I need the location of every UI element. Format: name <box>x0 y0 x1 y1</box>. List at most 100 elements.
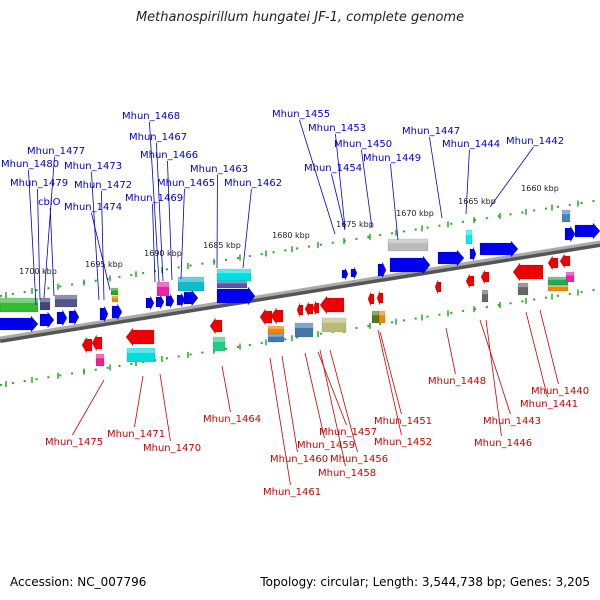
forward-gene-arrow <box>564 225 576 243</box>
forward-gene-arrow <box>111 303 123 321</box>
reverse-gene-label: Mhun_1464 <box>203 414 261 425</box>
forward-gene-box <box>465 229 473 245</box>
reverse-gene-arrow <box>376 290 384 306</box>
forward-gene-label: Mhun_1449 <box>363 153 421 164</box>
feature-highlight <box>322 318 346 323</box>
feature-highlight <box>268 334 284 337</box>
reverse-gene-arrow <box>270 307 284 325</box>
feature-highlight <box>372 311 379 316</box>
feature-highlight <box>379 311 385 316</box>
forward-gene-label: Mhun_1479 <box>10 178 68 189</box>
forward-label-leader <box>37 188 41 301</box>
reverse-label-leader <box>159 373 171 442</box>
backbone-layer <box>0 240 600 343</box>
reverse-gene-label: Mhun_1441 <box>520 399 578 410</box>
forward-label-leader <box>149 121 160 283</box>
forward-gene-label: Mhun_1465 <box>157 178 215 189</box>
forward-gene-arrow <box>0 315 39 333</box>
forward-label-leader <box>489 146 534 208</box>
forward-label-leader <box>299 119 336 235</box>
forward-gene-arrow <box>479 240 519 258</box>
backbone-line <box>0 240 600 340</box>
reverse-label-leader <box>379 331 402 415</box>
reverse-label-leader <box>221 365 231 413</box>
forward-label-leader <box>390 163 399 241</box>
reverse-gene-label: Mhun_1457 <box>319 427 377 438</box>
reverse-label-leader <box>377 329 402 436</box>
kbp-tick-label: 1700 kbp <box>19 267 57 276</box>
reverse-gene-arrow <box>259 308 273 326</box>
map-title: Methanospirillum hungatei JF-1, complete… <box>135 10 465 25</box>
reverse-gene-arrow <box>367 291 375 307</box>
reverse-label-leader <box>269 357 291 486</box>
reverse-label-leader <box>479 319 511 415</box>
forward-gene-label: Mhun_1473 <box>64 161 122 172</box>
feature-highlight <box>213 337 225 342</box>
reverse-label-leader <box>281 355 298 453</box>
feature-highlight <box>178 277 204 282</box>
forward-gene-label: Mhun_1454 <box>304 163 362 174</box>
forward-gene-box <box>177 276 205 292</box>
reverse-gene-label: Mhun_1448 <box>428 376 486 387</box>
reverse-gene-label: Mhun_1458 <box>318 468 376 479</box>
reverse-gene-arrow <box>480 269 490 285</box>
reverse-label-leader <box>485 319 502 437</box>
reverse-gene-box <box>212 336 226 352</box>
reverse-gene-label: Mhun_1460 <box>270 454 328 465</box>
feature-highlight <box>40 298 50 303</box>
forward-label-leader <box>465 149 470 215</box>
reverse-label-leader <box>329 349 358 453</box>
forward-gene-label: Mhun_1462 <box>224 178 282 189</box>
kbp-tick-label: 1670 kbp <box>396 209 434 218</box>
reverse-gene-arrow <box>559 253 571 269</box>
reverse-gene-arrow <box>91 334 103 352</box>
forward-label-leader <box>43 156 55 299</box>
reverse-gene-box <box>294 322 314 338</box>
forward-gene-label: Mhun_1477 <box>27 146 85 157</box>
forward-label-leader <box>49 207 55 297</box>
forward-gene-box <box>216 280 248 289</box>
reverse-gene-label: Mhun_1452 <box>374 437 432 448</box>
reverse-gene-label: Mhun_1440 <box>531 386 589 397</box>
forward-gene-label: Mhun_1444 <box>442 139 500 150</box>
accession-text: Accession: NC_007796 <box>10 575 147 589</box>
reverse-gene-label: Mhun_1461 <box>263 487 321 498</box>
forward-gene-box <box>561 209 571 223</box>
reverse-gene-arrow <box>465 273 475 289</box>
reverse-gene-arrow <box>434 279 442 295</box>
reverse-label-leader <box>319 349 346 467</box>
reverse-gene-box <box>547 284 569 292</box>
forward-gene-arrow <box>574 222 600 240</box>
forward-gene-arrow <box>176 292 186 308</box>
kbp-tick-label: 1660 kbp <box>521 184 559 193</box>
reverse-gene-box <box>378 310 386 324</box>
feature-highlight <box>157 282 169 287</box>
reverse-gene-box <box>95 353 105 367</box>
forward-gene-label: Mhun_1466 <box>140 150 198 161</box>
reverse-gene-arrow <box>304 301 314 317</box>
forward-gene-label: Mhun_1450 <box>334 139 392 150</box>
forward-label-leader <box>152 203 156 283</box>
forward-gene-label: Mhun_1469 <box>125 193 183 204</box>
feature-highlight <box>548 277 568 280</box>
reverse-gene-box <box>126 347 156 363</box>
forward-gene-box <box>111 295 119 303</box>
kbp-tick-label: 1680 kbp <box>272 231 310 240</box>
forward-label-leader <box>361 149 373 229</box>
feature-highlight <box>566 272 574 276</box>
feature-layer <box>0 209 600 367</box>
reverse-gene-label: Mhun_1459 <box>297 440 355 451</box>
forward-gene-label: Mhun_1447 <box>402 126 460 137</box>
reverse-gene-arrow <box>547 255 559 271</box>
reverse-gene-arrow <box>81 336 93 354</box>
forward-gene-arrow <box>165 293 175 309</box>
reverse-gene-arrow <box>512 262 544 282</box>
reverse-label-leader <box>72 379 105 436</box>
label-layer: Mhun_1480 Mhun_1477 Mhun_1479 cbiO Mhun_1473… <box>1 109 589 498</box>
reverse-gene-box <box>267 333 285 343</box>
reverse-label-leader <box>304 352 325 439</box>
reverse-gene-arrow <box>209 317 223 335</box>
feature-highlight <box>295 323 313 328</box>
